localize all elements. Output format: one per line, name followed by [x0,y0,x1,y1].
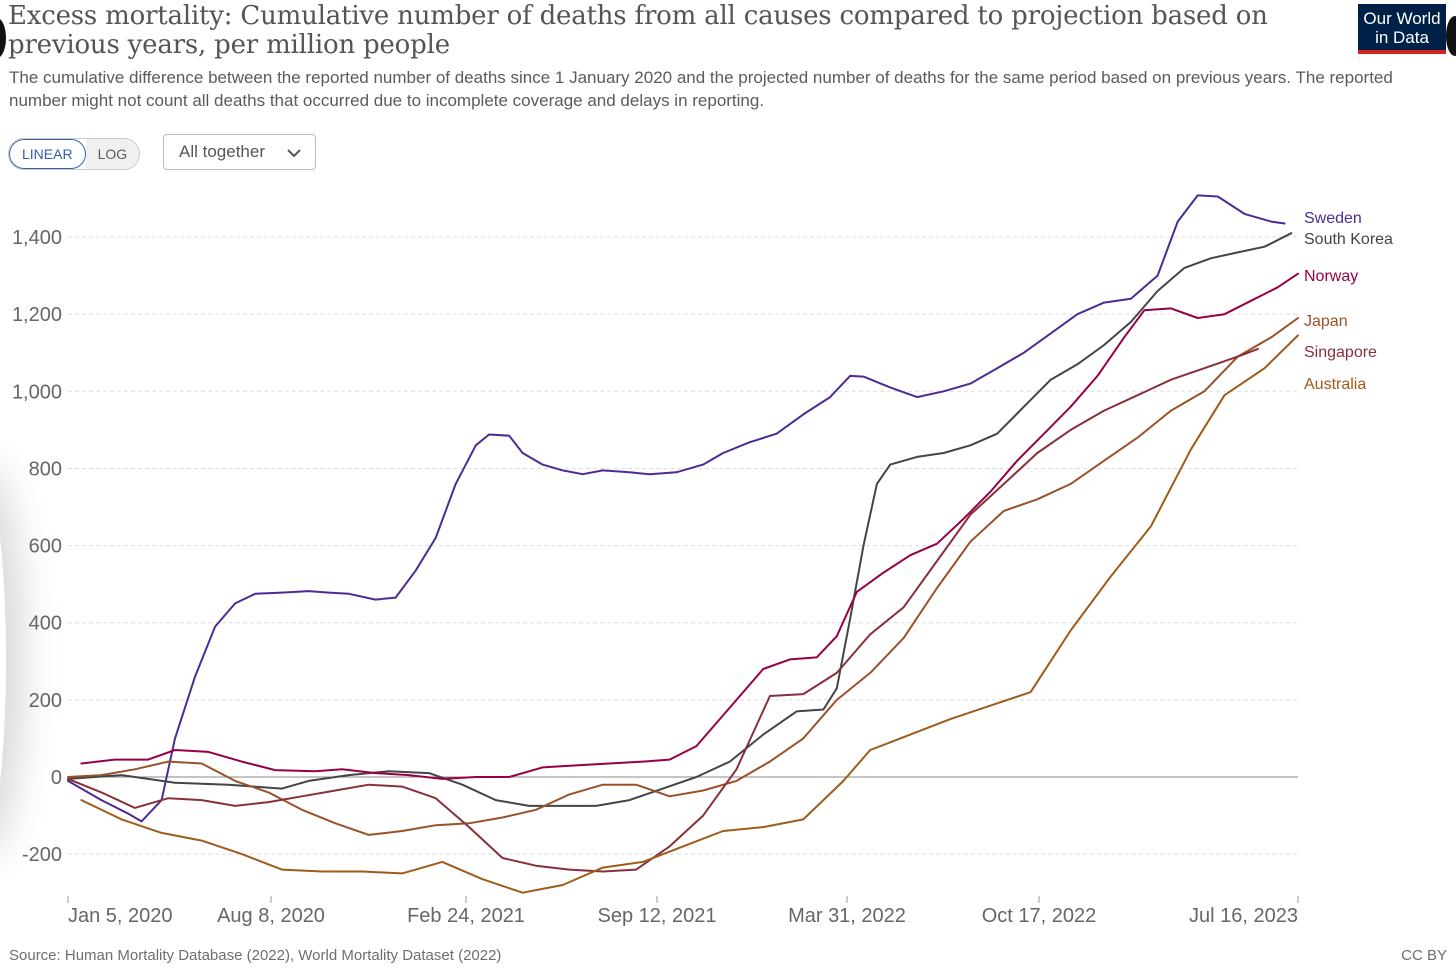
series-label-sweden: Sweden [1304,210,1362,227]
x-tick-label: Jul 16, 2023 [1189,905,1298,927]
x-tick-label: Sep 12, 2021 [598,905,717,927]
x-tick-label: Oct 17, 2022 [982,905,1097,927]
edge-decoration-left [0,18,6,58]
y-tick-label: 1,000 [12,381,62,403]
series-line-japan [67,317,1299,836]
license-link[interactable]: CC BY [1401,947,1447,964]
x-tick-label: Feb 24, 2021 [407,905,525,927]
series-label-australia: Australia [1304,376,1366,393]
source-note: Source: Human Mortality Database (2022),… [9,947,502,964]
facet-dropdown[interactable]: All together [163,134,316,170]
series-label-south-korea: South Korea [1304,231,1393,248]
chevron-down-icon [287,149,301,158]
edge-decoration-right [1446,16,1456,56]
series-line-australia [80,334,1299,894]
y-tick-label: 600 [29,536,62,558]
y-tick-label: 200 [29,690,62,712]
y-tick-label: -200 [22,844,62,866]
owid-logo[interactable]: Our World in Data [1358,4,1446,54]
scale-linear-button[interactable]: LINEAR [9,139,86,169]
y-tick-label: 800 [29,458,62,480]
chart-title: Excess mortality: Cumulative number of d… [8,1,1268,60]
y-tick-label: 400 [29,613,62,635]
series-line-norway [80,272,1299,780]
scale-toggle: LINEAR LOG [8,138,141,170]
x-tick-label: Jan 5, 2020 [68,905,173,927]
series-label-norway: Norway [1304,268,1358,285]
dropdown-label: All together [179,142,265,161]
series-line-sweden [67,194,1286,823]
series-label-japan: Japan [1304,313,1348,330]
scale-log-button[interactable]: LOG [85,139,140,169]
x-tick-label: Mar 31, 2022 [788,905,906,927]
y-tick-label: 1,400 [12,227,62,249]
y-tick-label: 1,200 [12,304,62,326]
chart-subtitle: The cumulative difference between the re… [9,68,1393,110]
series-label-singapore: Singapore [1304,344,1377,361]
series-line-south-korea [67,232,1293,807]
y-tick-label: 0 [51,767,62,789]
series-line-singapore [67,347,1259,873]
x-tick-label: Aug 8, 2020 [217,905,325,927]
